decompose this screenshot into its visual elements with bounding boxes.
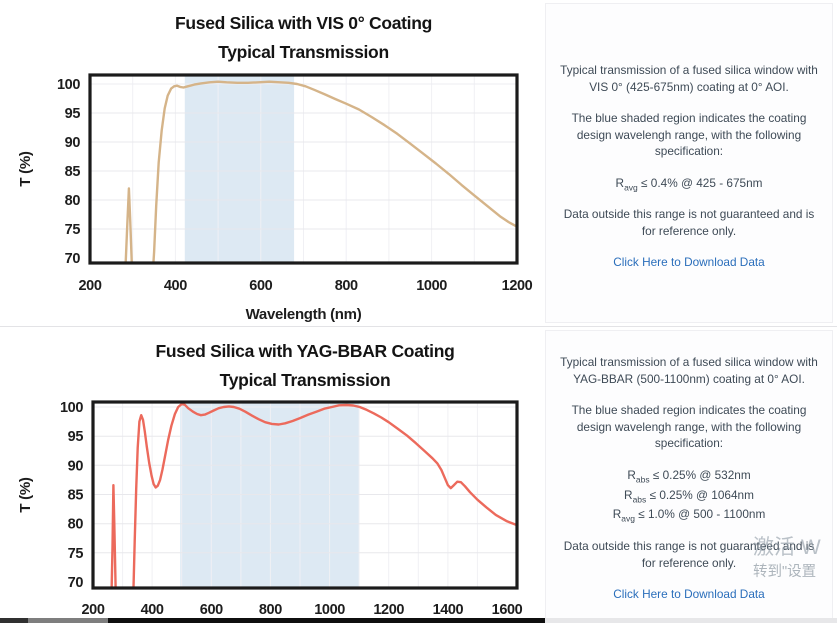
x-tick-label: 1000 xyxy=(314,602,345,618)
x-tick-label: 200 xyxy=(79,278,102,294)
spec-list: Ravg ≤ 0.4% @ 425 - 675nm xyxy=(559,173,819,194)
y-tick-label: 80 xyxy=(65,193,81,209)
edge-segment xyxy=(28,618,108,623)
transmission-curve xyxy=(110,403,518,588)
x-tick-label: 400 xyxy=(141,602,164,618)
x-tick-label: 600 xyxy=(249,278,272,294)
yag-description-panel: Typical transmission of a fused silica w… xyxy=(545,330,833,620)
y-tick-label: 90 xyxy=(65,135,81,151)
x-tick-label: 400 xyxy=(164,278,187,294)
chart-title: Fused Silica with YAG-BBAR Coating xyxy=(155,341,454,361)
spec-list: Rabs ≤ 0.25% @ 532nm Rabs ≤ 0.25% @ 1064n… xyxy=(559,465,819,526)
x-tick-label: 200 xyxy=(82,602,105,618)
y-tick-label: 85 xyxy=(65,164,81,180)
y-tick-label: 95 xyxy=(65,106,81,122)
description-paragraph: Typical transmission of a fused silica w… xyxy=(560,355,818,387)
description-paragraph: Typical transmission of a fused silica w… xyxy=(560,63,818,95)
y-tick-label: 100 xyxy=(57,77,80,93)
download-data-link[interactable]: Click Here to Download Data xyxy=(613,254,765,269)
y-tick-label: 75 xyxy=(65,222,81,238)
x-tick-label: 1600 xyxy=(492,602,523,618)
x-tick-label: 1400 xyxy=(433,602,464,618)
y-tick-label: 70 xyxy=(65,251,81,267)
y-tick-label: 100 xyxy=(60,400,83,416)
spec-line: Rabs ≤ 0.25% @ 1064nm xyxy=(624,487,754,504)
vis-coating-row: 100 95 90 85 80 75 70 200 400 600 800 1000 1200 Fused… xyxy=(0,0,837,327)
description-paragraph: Data outside this range is not guarantee… xyxy=(563,539,815,571)
yag-chart-cell: 100 95 90 85 80 75 70 200 400 600 800 1000 1200 1400 1… xyxy=(0,327,545,623)
y-tick-label: 80 xyxy=(68,517,84,533)
edge-segment xyxy=(108,618,545,623)
y-axis-label: T (%) xyxy=(17,151,34,186)
x-axis-label: Wavelength (nm) xyxy=(246,306,362,323)
edge-segment xyxy=(0,618,28,623)
description-paragraph: Data outside this range is not guarantee… xyxy=(563,207,815,239)
x-tick-label: 1000 xyxy=(416,278,447,294)
spec-line: Ravg ≤ 1.0% @ 500 - 1100nm xyxy=(612,507,766,524)
plot-border xyxy=(88,73,519,265)
coating-design-band xyxy=(184,75,295,263)
edge-segment xyxy=(545,618,837,623)
x-tick-label: 800 xyxy=(335,278,358,294)
y-tick-label: 75 xyxy=(68,546,84,562)
vis-description-panel: Typical transmission of a fused silica w… xyxy=(545,3,833,323)
window-edge-strip xyxy=(0,618,837,623)
x-tick-label: 800 xyxy=(259,602,282,618)
spec-line: Ravg ≤ 0.4% @ 425 - 675nm xyxy=(615,175,763,192)
x-tick-label: 1200 xyxy=(502,278,533,294)
plot-border xyxy=(91,400,519,590)
transmission-curve xyxy=(124,80,518,263)
chart-title: Fused Silica with VIS 0° Coating xyxy=(175,13,432,33)
download-data-link[interactable]: Click Here to Download Data xyxy=(613,586,765,601)
y-axis-label: T (%) xyxy=(17,477,34,512)
y-tick-label: 90 xyxy=(68,458,84,474)
description-paragraph: The blue shaded region indicates the coa… xyxy=(571,110,807,159)
yag-coating-row: 100 95 90 85 80 75 70 200 400 600 800 1000 1200 1400 1… xyxy=(0,327,837,623)
vis-chart-cell: 100 95 90 85 80 75 70 200 400 600 800 1000 1200 Fused… xyxy=(0,0,545,326)
y-tick-label: 85 xyxy=(68,488,84,504)
spec-line: Rabs ≤ 0.25% @ 532nm xyxy=(627,467,751,484)
y-tick-label: 70 xyxy=(68,575,84,591)
vis-transmission-chart: 100 95 90 85 80 75 70 200 400 600 800 1000 1200 Fused… xyxy=(17,13,533,323)
yag-transmission-chart: 100 95 90 85 80 75 70 200 400 600 800 1000 1200 1400 1… xyxy=(17,341,523,618)
chart-subtitle: Typical Transmission xyxy=(218,42,389,62)
x-tick-label: 600 xyxy=(200,602,223,618)
y-tick-label: 95 xyxy=(68,429,84,445)
x-tick-label: 1200 xyxy=(373,602,404,618)
description-paragraph: The blue shaded region indicates the coa… xyxy=(571,402,807,451)
chart-subtitle: Typical Transmission xyxy=(220,370,391,390)
